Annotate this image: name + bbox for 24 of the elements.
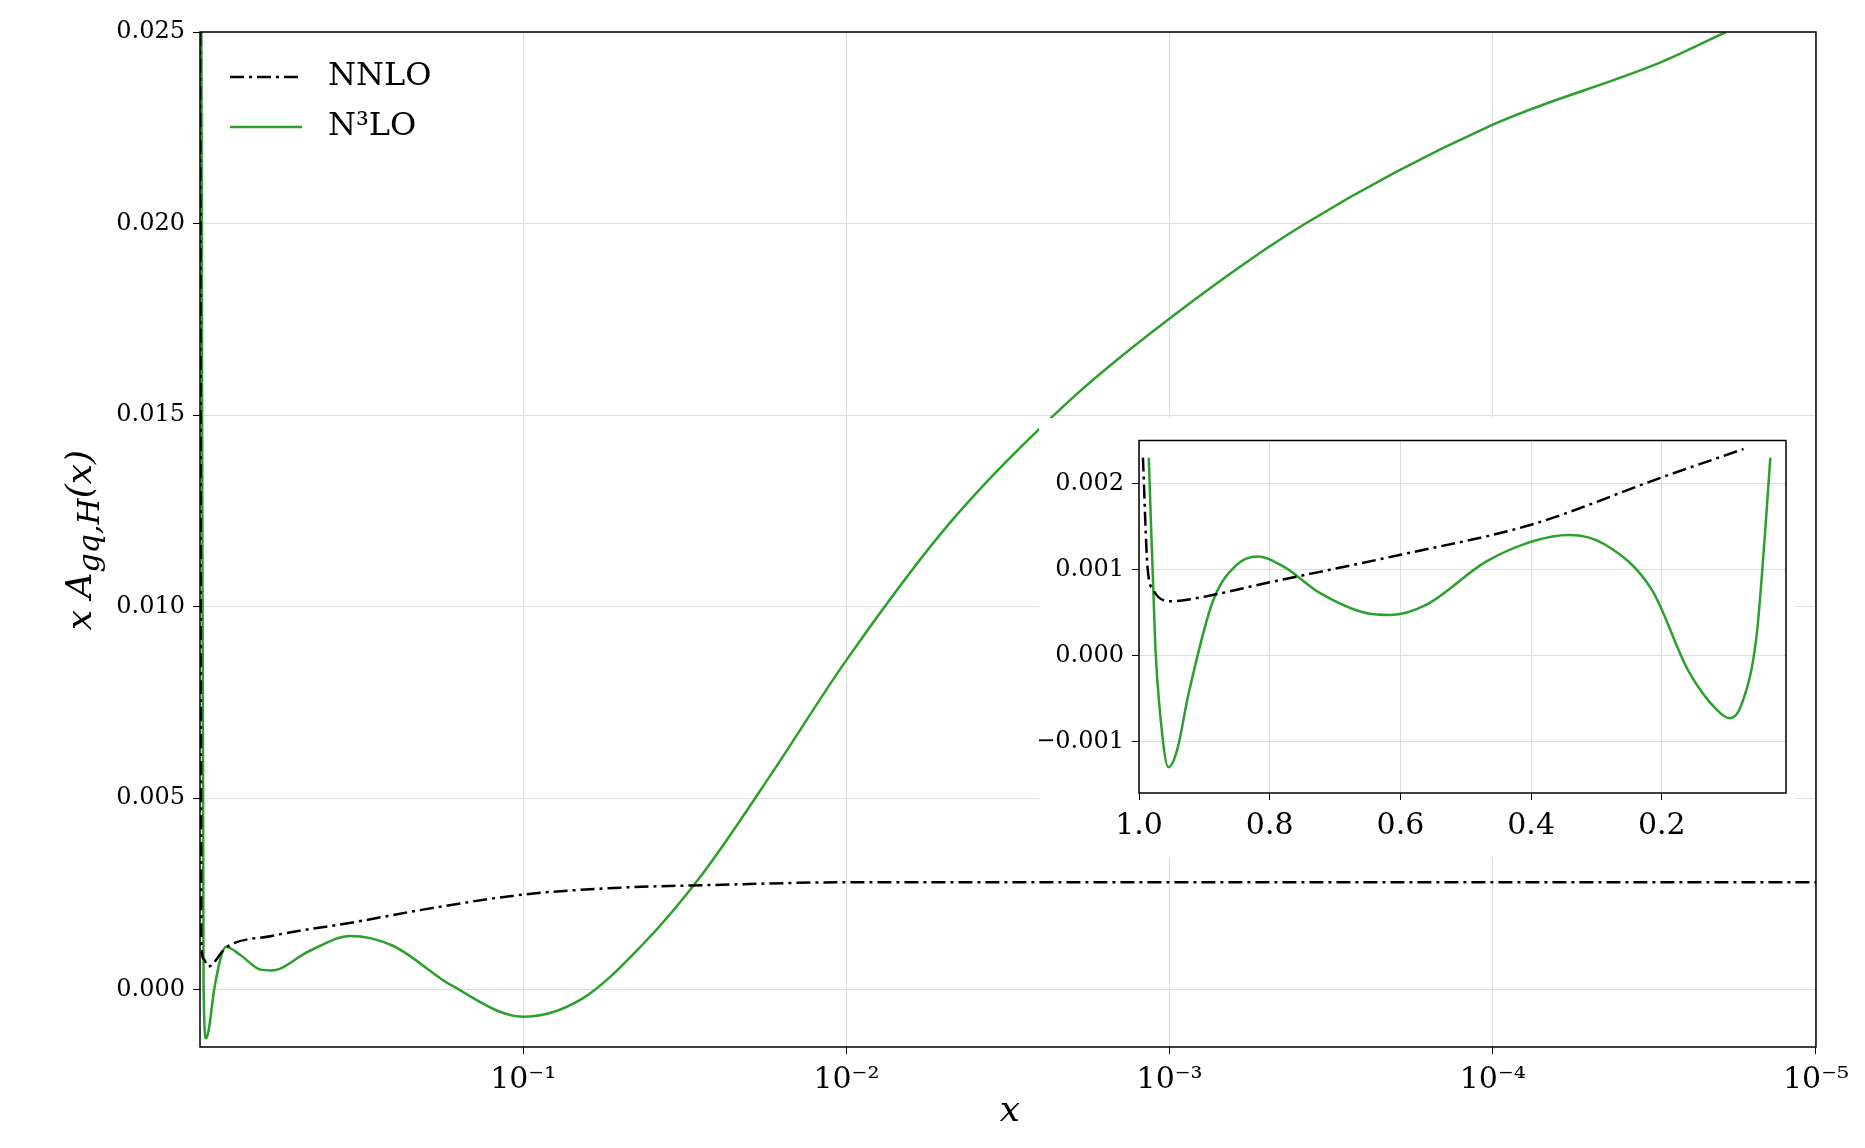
y-tick-label: 0.002	[1055, 467, 1124, 496]
y-tick-label: 0.020	[116, 207, 185, 236]
y-tick-label: 0.025	[116, 16, 185, 45]
x-axis-title: x	[999, 1088, 1021, 1129]
y-tick-label: 0.000	[116, 973, 185, 1002]
x-tick-label: 0.6	[1376, 805, 1425, 841]
x-tick-label: 10⁻²	[813, 1059, 880, 1095]
x-tick-label: 0.8	[1245, 805, 1294, 841]
y-tick-label: 0.000	[1055, 639, 1124, 668]
y-tick-label: 0.015	[116, 399, 185, 428]
x-tick-label: 10⁻³	[1136, 1059, 1203, 1095]
x-tick-label: 10⁻⁵	[1782, 1059, 1850, 1095]
x-tick-label: 0.2	[1637, 805, 1686, 841]
y-tick-label: 0.001	[1055, 553, 1124, 582]
x-tick-label: 1.0	[1115, 805, 1163, 841]
y-tick-label: 0.010	[116, 590, 185, 619]
y-tick-label: 0.005	[116, 782, 185, 811]
x-tick-label: 10⁻⁴	[1459, 1059, 1526, 1095]
legend-label: N³LO	[328, 105, 417, 144]
legend-label: NNLO	[328, 55, 432, 94]
x-tick-label: 10⁻¹	[490, 1059, 557, 1095]
line-series	[1147, 456, 1772, 769]
x-tick-label: 0.4	[1507, 805, 1555, 841]
line-series	[1141, 447, 1745, 603]
